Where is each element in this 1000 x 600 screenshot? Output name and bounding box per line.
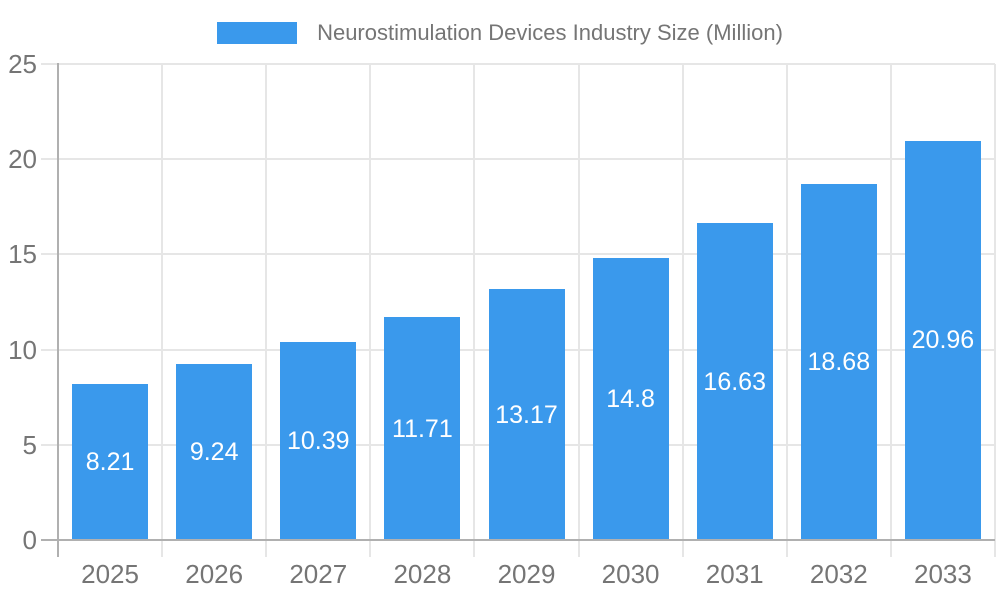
x-tick-label: 2027 [289, 559, 348, 589]
y-axis-line [57, 63, 59, 557]
x-tick [681, 540, 684, 557]
y-tick-label: 25 [8, 49, 37, 79]
y-tick [41, 158, 58, 161]
x-tick-label: 2025 [81, 559, 139, 589]
bar-value-label: 11.71 [392, 414, 453, 443]
x-tick-label: 2029 [497, 559, 556, 589]
v-gridline [681, 64, 684, 540]
x-tick [889, 540, 892, 557]
v-gridline [473, 64, 476, 540]
x-tick [577, 540, 580, 557]
v-gridline [265, 64, 268, 540]
bar-value-label: 16.63 [703, 367, 766, 396]
bar-2033[interactable] [904, 140, 981, 540]
bar-2025[interactable] [72, 383, 149, 540]
v-gridline [785, 64, 788, 540]
x-tick [369, 540, 372, 557]
x-tick [265, 540, 268, 557]
x-tick [161, 540, 164, 557]
y-tick-label: 5 [22, 429, 37, 460]
bar-value-label: 14.8 [606, 385, 655, 414]
legend-label: Neurostimulation Devices Industry Size (… [317, 20, 783, 45]
x-tick-label: 2030 [601, 559, 660, 589]
y-tick [41, 63, 58, 65]
bar-2027[interactable] [280, 342, 357, 540]
bar-2032[interactable] [800, 184, 877, 540]
v-gridline [889, 64, 892, 540]
bar-2030[interactable] [592, 258, 669, 540]
v-gridline [994, 64, 996, 540]
legend-item[interactable]: Neurostimulation Devices Industry Size (… [0, 20, 1000, 46]
v-gridline [161, 64, 164, 540]
y-tick-label: 10 [8, 334, 37, 365]
v-gridline [577, 64, 580, 540]
bar-2031[interactable] [696, 223, 773, 540]
bar-value-label: 8.21 [85, 447, 135, 476]
y-tick [41, 253, 58, 256]
h-gridline [58, 158, 995, 161]
y-tick-label: 15 [8, 239, 37, 270]
bar-value-label: 9.24 [189, 438, 239, 467]
bar-2026[interactable] [176, 364, 253, 540]
x-tick-label: 2026 [185, 559, 244, 589]
bar-2029[interactable] [488, 289, 565, 540]
h-gridline [58, 63, 995, 65]
bar-2028[interactable] [384, 317, 461, 540]
x-tick-label: 2031 [705, 559, 764, 589]
legend-swatch [217, 22, 298, 44]
x-tick-label: 2032 [809, 559, 868, 589]
y-tick-label: 0 [22, 525, 37, 555]
x-tick [473, 540, 476, 557]
x-axis-line [41, 539, 995, 541]
y-tick-label: 20 [8, 144, 37, 175]
x-tick [994, 540, 996, 557]
v-gridline [369, 64, 372, 540]
x-tick-label: 2028 [393, 559, 452, 589]
y-tick [41, 443, 58, 446]
x-tick-label: 2033 [914, 559, 972, 589]
bar-value-label: 20.96 [911, 326, 975, 355]
bar-value-label: 18.68 [807, 348, 871, 377]
x-tick [785, 540, 788, 557]
y-tick [41, 348, 58, 351]
bar-value-label: 10.39 [286, 427, 350, 456]
h-gridline [58, 253, 995, 256]
bar-value-label: 13.17 [495, 400, 558, 429]
